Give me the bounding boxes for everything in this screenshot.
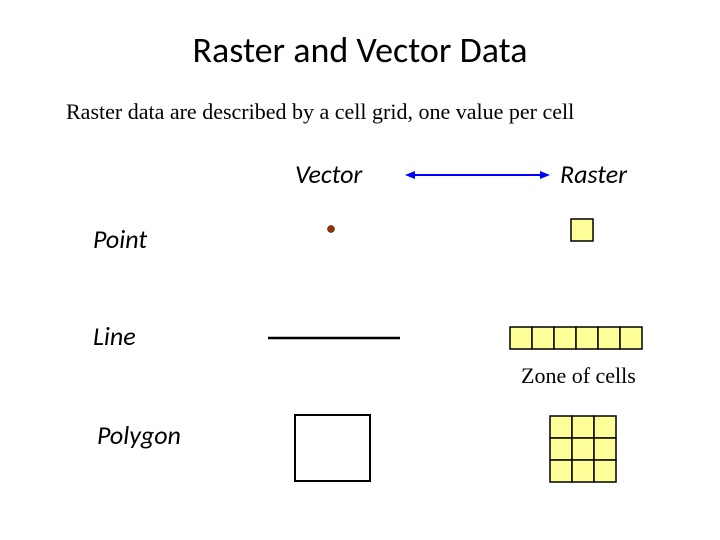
- annotation-zone-of-cells: Zone of cells: [521, 363, 636, 389]
- vector-line-icon: [266, 334, 402, 342]
- row-label-polygon: Polygon: [97, 419, 181, 451]
- row-label-line: Line: [93, 320, 136, 352]
- row-label-point: Point: [93, 223, 147, 255]
- raster-polygon-cells-icon: [549, 415, 618, 484]
- column-header-vector: Vector: [295, 158, 362, 190]
- slide-title: Raster and Vector Data: [0, 28, 720, 72]
- double-arrow-icon: [403, 167, 552, 183]
- vector-point-icon: [321, 219, 341, 239]
- column-header-raster: Raster: [560, 158, 627, 190]
- raster-line-cells-icon: [509, 326, 644, 351]
- raster-point-cell-icon: [570, 218, 594, 242]
- slide-subtitle: Raster data are described by a cell grid…: [66, 99, 574, 125]
- vector-polygon-icon: [293, 413, 372, 483]
